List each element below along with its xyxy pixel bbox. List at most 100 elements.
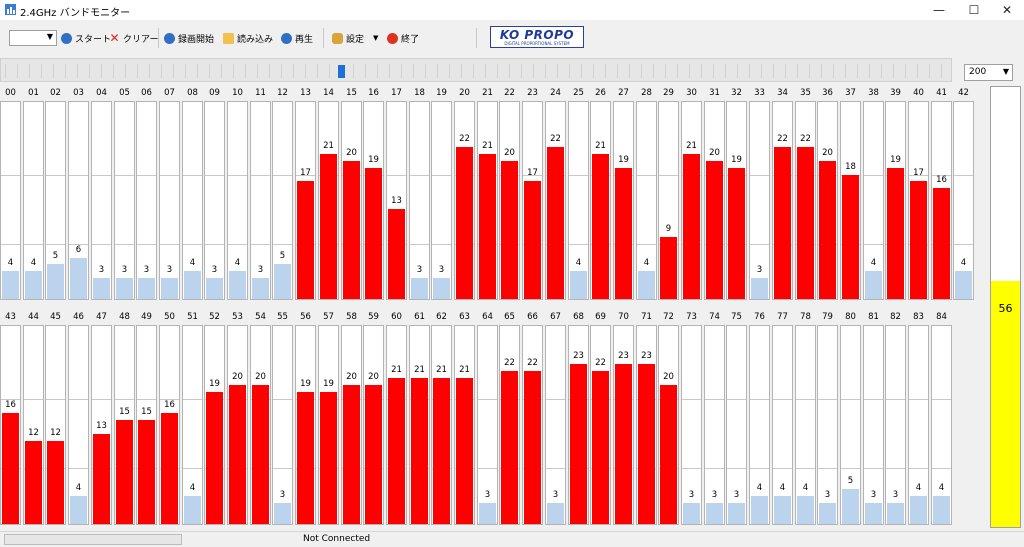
close-button[interactable]: ✕ xyxy=(1001,3,1013,17)
channel-column: 3 xyxy=(250,101,271,300)
channel-bar xyxy=(138,420,155,524)
grid-line xyxy=(818,468,837,469)
channel-label: 00 xyxy=(5,88,16,98)
channel-bar xyxy=(887,503,904,524)
clear-label: クリアー xyxy=(123,34,159,45)
channel-column: 3 xyxy=(91,101,112,300)
channel-value-label: 22 xyxy=(527,358,538,368)
window-title: 2.4GHz バンドモニター xyxy=(20,8,131,19)
channel-bar xyxy=(683,503,700,524)
channel-column: 21 xyxy=(431,325,452,525)
channel-bar xyxy=(887,168,904,299)
channel-label: 54 xyxy=(255,312,266,322)
channel-value-label: 4 xyxy=(756,483,763,493)
channel-label: 17 xyxy=(391,88,402,98)
channel-label: 20 xyxy=(459,88,470,98)
grid-line xyxy=(1,399,20,400)
channel-column: 3 xyxy=(704,325,725,525)
channel-value-label: 3 xyxy=(892,490,899,500)
settings-button[interactable]: 設定 ▼ xyxy=(332,30,378,46)
channel-label: 61 xyxy=(414,312,425,322)
grid-line xyxy=(160,175,179,176)
toolbar-separator xyxy=(476,28,477,48)
channel-column: 20 xyxy=(227,325,248,525)
channel-value-label: 23 xyxy=(641,351,652,361)
channel-value-label: 3 xyxy=(211,265,218,275)
channel-label: 72 xyxy=(663,312,674,322)
channel-column: 21 xyxy=(477,101,498,300)
load-button[interactable]: 読み込み xyxy=(223,30,273,46)
channel-value-label: 21 xyxy=(323,141,334,151)
channel-label: 79 xyxy=(822,312,833,322)
grid-line xyxy=(773,468,792,469)
start-button[interactable]: スタート xyxy=(61,30,111,46)
channel-value-label: 23 xyxy=(573,351,584,361)
channel-label: 31 xyxy=(709,88,720,98)
channel-bar xyxy=(320,154,337,299)
channel-label: 30 xyxy=(686,88,697,98)
channel-value-label: 21 xyxy=(686,141,697,151)
grid-line xyxy=(682,468,701,469)
channel-bar xyxy=(910,496,927,524)
channel-label: 53 xyxy=(232,312,243,322)
channel-label: 68 xyxy=(573,312,584,322)
channel-value-label: 22 xyxy=(504,358,515,368)
channel-value-label: 20 xyxy=(368,372,379,382)
channel-column: 4 xyxy=(0,101,21,300)
time-slider[interactable] xyxy=(0,58,952,82)
channel-label: 42 xyxy=(958,88,969,98)
scale-select[interactable]: 200 ▼ xyxy=(964,64,1013,81)
channel-column: 23 xyxy=(568,325,589,525)
logo-sub-text: DIGITAL PROPORTIONAL SYSTEM xyxy=(504,41,570,46)
maximize-button[interactable]: ☐ xyxy=(968,3,980,17)
channel-bar xyxy=(343,161,360,299)
grid-line xyxy=(864,399,883,400)
channel-label: 78 xyxy=(800,312,811,322)
channel-column: 15 xyxy=(136,325,157,525)
channel-value-label: 22 xyxy=(800,134,811,144)
grid-line xyxy=(478,399,497,400)
channel-value-label: 4 xyxy=(802,483,809,493)
channel-value-label: 19 xyxy=(323,379,334,389)
channel-bar xyxy=(47,441,64,524)
channel-value-label: 20 xyxy=(346,372,357,382)
channel-bar xyxy=(728,168,745,299)
channel-value-label: 20 xyxy=(232,372,243,382)
grid-line xyxy=(727,468,746,469)
channel-value-label: 19 xyxy=(618,155,629,165)
channel-column: 4 xyxy=(568,101,589,300)
channel-label: 40 xyxy=(913,88,924,98)
grid-line xyxy=(69,399,88,400)
play-label: 再生 xyxy=(295,34,314,45)
slider-thumb[interactable] xyxy=(338,65,345,78)
grid-line xyxy=(24,175,43,176)
channel-bar xyxy=(683,154,700,299)
channel-value-label: 3 xyxy=(824,490,831,500)
channel-label: 05 xyxy=(119,88,130,98)
channel-bar xyxy=(184,271,201,299)
channel-column: 13 xyxy=(386,101,407,300)
play-button[interactable]: 再生 xyxy=(281,30,313,46)
grid-line xyxy=(46,175,65,176)
grid-line xyxy=(546,468,565,469)
channel-label: 04 xyxy=(96,88,107,98)
grid-line xyxy=(273,399,292,400)
device-combo[interactable]: ▼ xyxy=(9,30,57,46)
channel-column: 20 xyxy=(658,325,679,525)
channel-column: 4 xyxy=(772,325,793,525)
grid-line xyxy=(24,244,43,245)
grid-line xyxy=(637,244,656,245)
channel-bar xyxy=(819,503,836,524)
channel-label: 60 xyxy=(391,312,402,322)
channel-column: 3 xyxy=(681,325,702,525)
minimize-button[interactable]: — xyxy=(933,3,945,17)
exit-button[interactable]: 終了 xyxy=(387,30,419,46)
channel-value-label: 3 xyxy=(552,490,559,500)
channel-label: 22 xyxy=(504,88,515,98)
channel-value-label: 21 xyxy=(414,365,425,375)
record-button[interactable]: 録画開始 xyxy=(164,30,214,46)
channel-label: 07 xyxy=(164,88,175,98)
channel-bar xyxy=(865,271,882,299)
clear-button[interactable]: ✕ クリアー xyxy=(109,30,158,46)
grid-line xyxy=(69,468,88,469)
